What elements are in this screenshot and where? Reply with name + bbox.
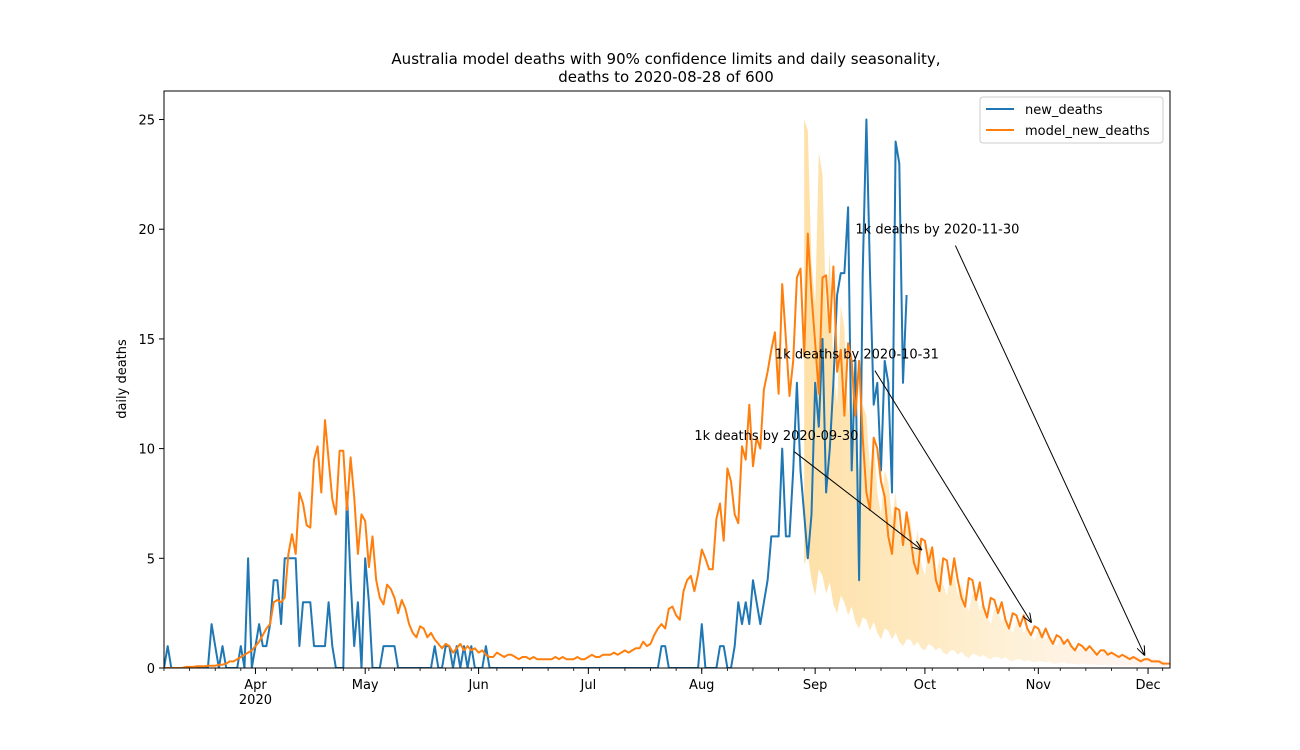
x-tick-label: Sep [803, 678, 828, 693]
legend-label-model-new-deaths: model_new_deaths [1025, 124, 1150, 139]
y-tick-label: 25 [138, 114, 155, 129]
legend: new_deaths model_new_deaths [979, 96, 1164, 144]
x-tick-label: May [352, 678, 379, 693]
x-tick-label: Oct [914, 678, 936, 693]
plot-frame [163, 90, 1171, 669]
x-tick-label: Jul [580, 678, 597, 693]
x-tick-label: Aug [689, 678, 714, 693]
annotation-text-3: 1k deaths by 2020-11-30 [855, 223, 1019, 238]
annotations: 1k deaths by 2020-09-30 1k deaths by 2020… [694, 223, 1144, 655]
x-tick-sublabel: 2020 [239, 693, 272, 708]
legend-frame [979, 96, 1164, 144]
y-tick-label: 20 [138, 223, 155, 238]
series-lines [164, 118, 1170, 668]
x-tick-label: Apr [244, 678, 267, 693]
y-tick-label: 10 [138, 443, 155, 458]
y-tick-label: 5 [147, 552, 155, 567]
y-tick-label: 0 [147, 662, 155, 677]
chart-title-line1: Australia model deaths with 90% confiden… [391, 50, 940, 68]
x-tick-label: Jun [467, 678, 488, 693]
x-tick-label: Nov [1026, 678, 1052, 693]
series-line-new-deaths [164, 118, 908, 668]
annotation-arrow-3 [954, 245, 1144, 655]
series-line-model-new-deaths [164, 232, 1170, 668]
x-tick-label: Dec [1135, 678, 1160, 693]
annotation-arrow-1 [794, 451, 921, 550]
y-tick-label: 15 [138, 333, 155, 348]
annotation-text-1: 1k deaths by 2020-09-30 [694, 429, 858, 444]
annotation-text-2: 1k deaths by 2020-10-31 [775, 348, 939, 363]
y-axis-label: daily deaths [115, 339, 130, 419]
chart-title-line2: deaths to 2020-08-28 of 600 [558, 68, 774, 86]
annotation-arrow-2 [874, 370, 1031, 622]
legend-label-new-deaths: new_deaths [1025, 103, 1103, 118]
